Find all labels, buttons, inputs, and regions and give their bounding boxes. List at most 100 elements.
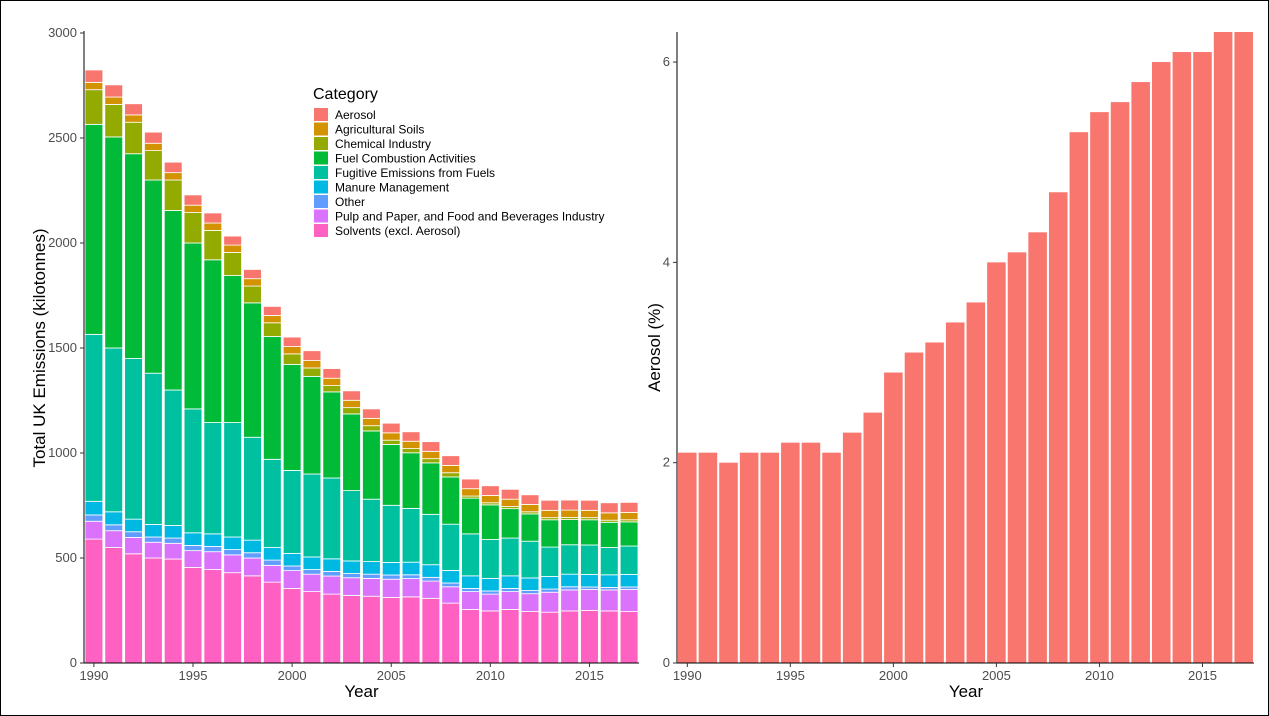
bar-2007-series-0	[421, 597, 441, 664]
bar-2005-series-2	[381, 574, 401, 580]
legend-label-6: Chemical Industry	[335, 137, 431, 151]
bar-2005-series-8	[381, 422, 401, 434]
bar-2013-series-8	[540, 499, 560, 511]
aerosol-bar-1996	[801, 442, 821, 663]
bar-2004-series-0	[362, 595, 381, 664]
bar-1990-series-4	[84, 333, 104, 502]
bar-2001-series-5	[302, 375, 322, 475]
bar-1997-series-8	[223, 235, 242, 246]
legend-swatch-3	[314, 180, 328, 194]
bar-2017-series-5	[619, 521, 639, 547]
aerosol-bar-1992	[719, 462, 738, 663]
bar-1992-series-3	[124, 518, 143, 533]
bar-2016-series-7	[599, 512, 619, 521]
bar-1992-series-6	[124, 121, 143, 155]
bar-2010-series-7	[481, 495, 500, 504]
bar-2008-series-5	[441, 476, 461, 525]
bar-2002-series-0	[322, 593, 342, 664]
aerosol-bar-2016	[1213, 32, 1233, 663]
bar-1990-series-8	[84, 69, 104, 83]
bar-1997-series-4	[223, 422, 242, 538]
x-tick-label: 1995	[179, 668, 208, 683]
bar-2003-series-1	[342, 577, 361, 596]
bar-2000-series-4	[282, 470, 302, 554]
y-tick-label: 4	[663, 254, 670, 269]
bar-2015-series-3	[580, 573, 599, 588]
bar-2008-series-3	[441, 569, 461, 584]
aerosol-bar-2013	[1151, 62, 1171, 664]
bar-2014-series-7	[560, 509, 579, 518]
bar-1990-series-3	[84, 500, 104, 516]
bar-1997-series-3	[223, 536, 242, 551]
bar-2013-series-1	[540, 591, 560, 613]
bar-1993-series-7	[144, 142, 163, 151]
bar-2005-series-5	[381, 443, 401, 506]
legend-swatch-7	[314, 122, 328, 136]
bar-2009-series-1	[461, 591, 480, 610]
bar-2016-series-8	[599, 502, 619, 514]
bar-1996-series-1	[203, 551, 223, 570]
bar-2017-series-4	[619, 545, 639, 575]
bar-2004-series-3	[362, 561, 381, 575]
aerosol-bar-1994	[760, 452, 780, 663]
bar-2011-series-7	[500, 498, 520, 507]
bar-2000-series-2	[282, 565, 302, 571]
bar-2014-series-0	[560, 610, 579, 664]
bar-1996-series-4	[203, 422, 223, 535]
x-tick-label: 2010	[1085, 668, 1114, 683]
bar-2003-series-8	[342, 390, 361, 401]
bar-1995-series-1	[183, 550, 203, 568]
bar-2002-series-6	[322, 385, 342, 393]
bar-2006-series-4	[401, 508, 421, 563]
aerosol-bar-2007	[1028, 232, 1047, 663]
legend-swatch-6	[314, 137, 328, 150]
bar-2015-series-7	[580, 509, 599, 519]
bar-2013-series-3	[540, 576, 560, 590]
bar-2009-series-0	[461, 609, 480, 664]
bar-1992-series-1	[124, 537, 143, 555]
bar-2017-series-8	[619, 501, 639, 513]
bar-1993-series-6	[144, 150, 163, 181]
bar-1994-series-6	[163, 179, 183, 211]
y-tick-label: 2500	[48, 130, 77, 145]
bar-2001-series-3	[302, 556, 322, 570]
bar-2004-series-7	[362, 417, 381, 427]
bar-1996-series-3	[203, 533, 223, 547]
bar-2004-series-1	[362, 577, 381, 597]
bar-2007-series-5	[421, 462, 441, 515]
bar-2010-series-8	[481, 485, 500, 496]
bar-2008-series-6	[441, 472, 461, 478]
bar-1990-series-7	[84, 81, 104, 91]
bar-2011-series-4	[500, 537, 520, 577]
bar-2017-series-0	[619, 611, 639, 664]
bar-2016-series-4	[599, 547, 619, 576]
y-tick-label: 2	[663, 455, 670, 470]
bar-1994-series-1	[163, 542, 183, 560]
aerosol-bar-1991	[698, 452, 718, 663]
bar-1999-series-5	[262, 336, 282, 460]
bar-2011-series-8	[500, 488, 520, 500]
bar-1994-series-8	[163, 161, 183, 174]
bar-2008-series-7	[441, 464, 461, 474]
bar-2014-series-3	[560, 573, 579, 588]
bar-1993-series-2	[144, 536, 163, 543]
legend-label-7: Agricultural Soils	[335, 123, 424, 137]
bar-1992-series-5	[124, 153, 143, 359]
bar-2002-series-2	[322, 571, 342, 577]
bar-1993-series-4	[144, 372, 163, 525]
bar-2000-series-7	[282, 346, 302, 355]
bar-2010-series-4	[481, 539, 500, 579]
bar-2005-series-1	[381, 578, 401, 598]
bar-1997-series-5	[223, 275, 242, 423]
bar-2006-series-3	[401, 561, 421, 576]
bar-2006-series-1	[401, 578, 421, 598]
bar-2011-series-3	[500, 575, 520, 589]
bar-2015-series-5	[580, 519, 599, 546]
bar-1991-series-8	[104, 84, 124, 98]
bar-1994-series-4	[163, 389, 183, 526]
legend-label-1: Pulp and Paper, and Food and Beverages I…	[335, 210, 605, 224]
bar-2001-series-2	[302, 569, 322, 575]
bar-2014-series-4	[560, 544, 579, 575]
aerosol-bar-1990	[678, 452, 697, 663]
bar-1991-series-7	[104, 96, 124, 105]
